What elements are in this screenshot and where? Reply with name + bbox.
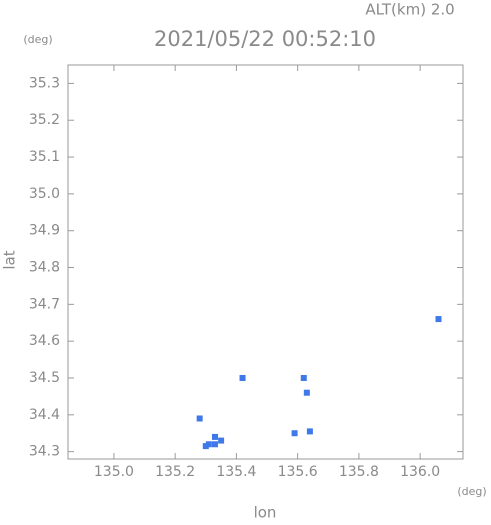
echo-point bbox=[306, 428, 313, 435]
echo-point bbox=[202, 443, 209, 450]
y-unit: (deg) bbox=[23, 33, 52, 46]
y-tick-label: 35.3 bbox=[29, 75, 60, 91]
x-tick-label: 135.2 bbox=[155, 464, 195, 480]
x-label: lon bbox=[254, 504, 277, 522]
echo-point bbox=[196, 415, 203, 422]
y-tick-label: 34.3 bbox=[29, 444, 60, 460]
echo-point bbox=[435, 316, 442, 323]
y-tick-label: 35.0 bbox=[29, 186, 60, 202]
plot-frame bbox=[67, 64, 464, 460]
y-tick-label: 34.8 bbox=[29, 260, 60, 276]
x-tick-label: 135.4 bbox=[216, 464, 256, 480]
echo-point bbox=[211, 441, 218, 448]
y-tick-label: 34.5 bbox=[29, 370, 60, 386]
echo-point bbox=[211, 433, 218, 440]
y-tick-label: 34.4 bbox=[29, 407, 60, 423]
y-label: lat bbox=[1, 250, 19, 269]
y-tick-label: 34.9 bbox=[29, 223, 60, 239]
subtitle: ALT(km) 2.0 bbox=[365, 1, 454, 19]
y-tick-label: 34.6 bbox=[29, 333, 60, 349]
chart-title: 2021/05/22 00:52:10 bbox=[154, 27, 376, 51]
x-tick-label: 136.0 bbox=[400, 464, 440, 480]
x-unit: (deg) bbox=[457, 485, 486, 498]
y-tick-label: 34.7 bbox=[29, 296, 60, 312]
x-tick-label: 135.6 bbox=[278, 464, 318, 480]
echo-point bbox=[300, 374, 307, 381]
echo-point bbox=[239, 374, 246, 381]
y-tick-label: 35.2 bbox=[29, 112, 60, 128]
echo-point bbox=[303, 389, 310, 396]
echo-point bbox=[291, 430, 298, 437]
echo-point bbox=[218, 437, 225, 444]
y-tick-label: 35.1 bbox=[29, 149, 60, 165]
echo-point bbox=[205, 441, 212, 448]
x-tick-label: 135.0 bbox=[94, 464, 134, 480]
x-tick-label: 135.8 bbox=[339, 464, 379, 480]
